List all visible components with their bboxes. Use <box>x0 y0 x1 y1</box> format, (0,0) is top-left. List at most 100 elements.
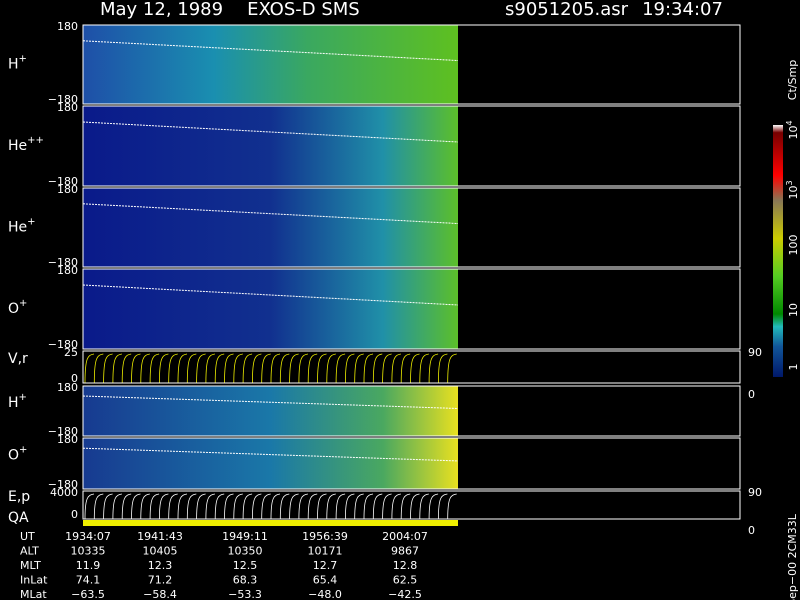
trace <box>279 353 290 384</box>
trace <box>279 493 290 520</box>
panel-frame <box>82 187 741 268</box>
trace <box>159 493 169 520</box>
colorbar-label: 100 <box>787 235 800 256</box>
spectrogram <box>83 25 458 104</box>
trace <box>382 493 392 520</box>
panel-frame <box>82 350 741 384</box>
panel-frame <box>82 105 741 187</box>
trace <box>410 353 420 384</box>
trace <box>298 493 308 520</box>
panel-frame <box>82 385 741 437</box>
trace <box>168 353 178 384</box>
footer-value: −48.0 <box>308 588 342 600</box>
trace <box>140 353 150 384</box>
trace <box>224 353 234 384</box>
y-tick-label: −180 <box>48 175 78 188</box>
colorbar <box>773 125 783 377</box>
trace <box>326 353 336 384</box>
trace <box>317 353 327 384</box>
trace <box>354 493 364 520</box>
footer-label: ALT <box>20 545 39 558</box>
trace <box>214 493 225 520</box>
y-tick-label: −180 <box>48 338 78 351</box>
trace <box>363 353 374 384</box>
footer-value: 10171 <box>308 545 343 558</box>
footer-value: 68.3 <box>233 574 258 587</box>
footer-value: 1941:43 <box>137 530 183 543</box>
footer-value: 65.4 <box>313 574 338 587</box>
footer-value: 10350 <box>228 545 263 558</box>
footer-value: 11.9 <box>76 559 101 572</box>
trace <box>149 353 160 384</box>
trace <box>168 493 178 520</box>
spectrogram <box>83 386 458 436</box>
footer-value: 2004:07 <box>382 530 428 543</box>
y-tick-label: 180 <box>57 433 78 446</box>
trace <box>103 353 113 384</box>
trace <box>214 353 225 384</box>
file-time: s9051205.asr 19:34:07 <box>505 0 723 20</box>
trace <box>345 493 355 520</box>
trace <box>400 353 411 384</box>
y-tick-label: −180 <box>48 478 78 491</box>
colorbar-label: 104 <box>785 120 800 139</box>
colorbar-label: 10 <box>787 303 800 317</box>
footer-value: 12.5 <box>233 559 258 572</box>
y-tick-label: 180 <box>57 264 78 277</box>
footer-value: 9867 <box>391 545 419 558</box>
trace <box>270 493 281 520</box>
trace <box>363 493 374 520</box>
panel-label: V,r <box>8 351 28 367</box>
trace <box>270 353 281 384</box>
trace <box>261 353 271 384</box>
footer-label: MLT <box>20 559 41 572</box>
trace <box>205 353 215 384</box>
trace <box>196 493 206 520</box>
trace <box>131 493 141 520</box>
trace <box>242 493 253 520</box>
trace <box>82 284 459 306</box>
trace <box>335 353 346 384</box>
trace <box>84 493 95 520</box>
y-tick-label: 180 <box>57 381 78 394</box>
trace <box>121 493 132 520</box>
footer-value: −58.4 <box>143 588 177 600</box>
footer-label: InLat <box>20 574 48 587</box>
trace <box>233 353 243 384</box>
trace <box>196 353 206 384</box>
y-tick-label: 4000 <box>50 486 78 499</box>
title: May 12, 1989 EXOS-D SMS <box>100 0 360 20</box>
trace <box>289 493 299 520</box>
trace <box>252 353 262 384</box>
trace <box>354 353 364 384</box>
panel-frame <box>82 437 741 490</box>
footer-value: −53.3 <box>228 588 262 600</box>
trace <box>84 353 95 384</box>
panel-frame <box>82 268 741 350</box>
spectrogram <box>83 106 458 186</box>
trace <box>428 493 439 520</box>
y2-tick-label: 0 <box>748 524 755 537</box>
qa-strip <box>83 520 458 526</box>
y2-tick-label: 90 <box>748 346 762 359</box>
trace <box>112 353 122 384</box>
trace <box>93 493 104 520</box>
panel-label: H+ <box>8 392 27 411</box>
panel-label: E,p <box>8 489 30 505</box>
trace <box>307 353 318 384</box>
trace <box>103 493 113 520</box>
trace <box>289 353 299 384</box>
trace <box>82 447 459 462</box>
trace <box>131 353 141 384</box>
trace <box>326 493 336 520</box>
trace <box>391 493 401 520</box>
trace <box>242 353 253 384</box>
trace <box>428 353 439 384</box>
trace <box>438 353 448 384</box>
footer-value: 12.8 <box>393 559 418 572</box>
panel-label: He++ <box>8 135 44 154</box>
trace <box>372 493 383 520</box>
footer-value: 10335 <box>71 545 106 558</box>
footer-label: MLat <box>20 588 47 600</box>
trace <box>345 353 355 384</box>
